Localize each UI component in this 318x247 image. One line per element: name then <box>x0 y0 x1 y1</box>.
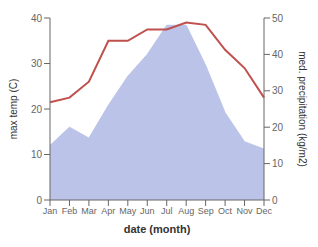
svg-text:Aug: Aug <box>178 206 194 216</box>
svg-text:10: 10 <box>272 158 284 169</box>
svg-text:30: 30 <box>31 58 43 69</box>
svg-text:Feb: Feb <box>62 206 78 216</box>
svg-text:50: 50 <box>272 13 284 24</box>
svg-text:Jan: Jan <box>43 206 58 216</box>
svg-text:Mar: Mar <box>81 206 97 216</box>
svg-text:10: 10 <box>31 149 43 160</box>
svg-text:date (month): date (month) <box>124 223 191 235</box>
svg-text:0: 0 <box>36 195 42 206</box>
svg-text:med. precipitation (kg/m2): med. precipitation (kg/m2) <box>297 51 308 167</box>
svg-text:max temp (C): max temp (C) <box>8 79 19 140</box>
svg-text:May: May <box>119 206 137 216</box>
svg-text:30: 30 <box>272 85 284 96</box>
svg-text:20: 20 <box>272 122 284 133</box>
svg-text:Nov: Nov <box>237 206 254 216</box>
svg-text:Sep: Sep <box>198 206 214 216</box>
svg-text:Dec: Dec <box>256 206 273 216</box>
svg-text:40: 40 <box>272 49 284 60</box>
svg-text:0: 0 <box>272 195 278 206</box>
svg-text:Jun: Jun <box>140 206 155 216</box>
svg-text:40: 40 <box>31 13 43 24</box>
svg-text:20: 20 <box>31 104 43 115</box>
svg-text:Apr: Apr <box>101 206 115 216</box>
svg-text:Jul: Jul <box>161 206 173 216</box>
svg-text:Oct: Oct <box>218 206 233 216</box>
